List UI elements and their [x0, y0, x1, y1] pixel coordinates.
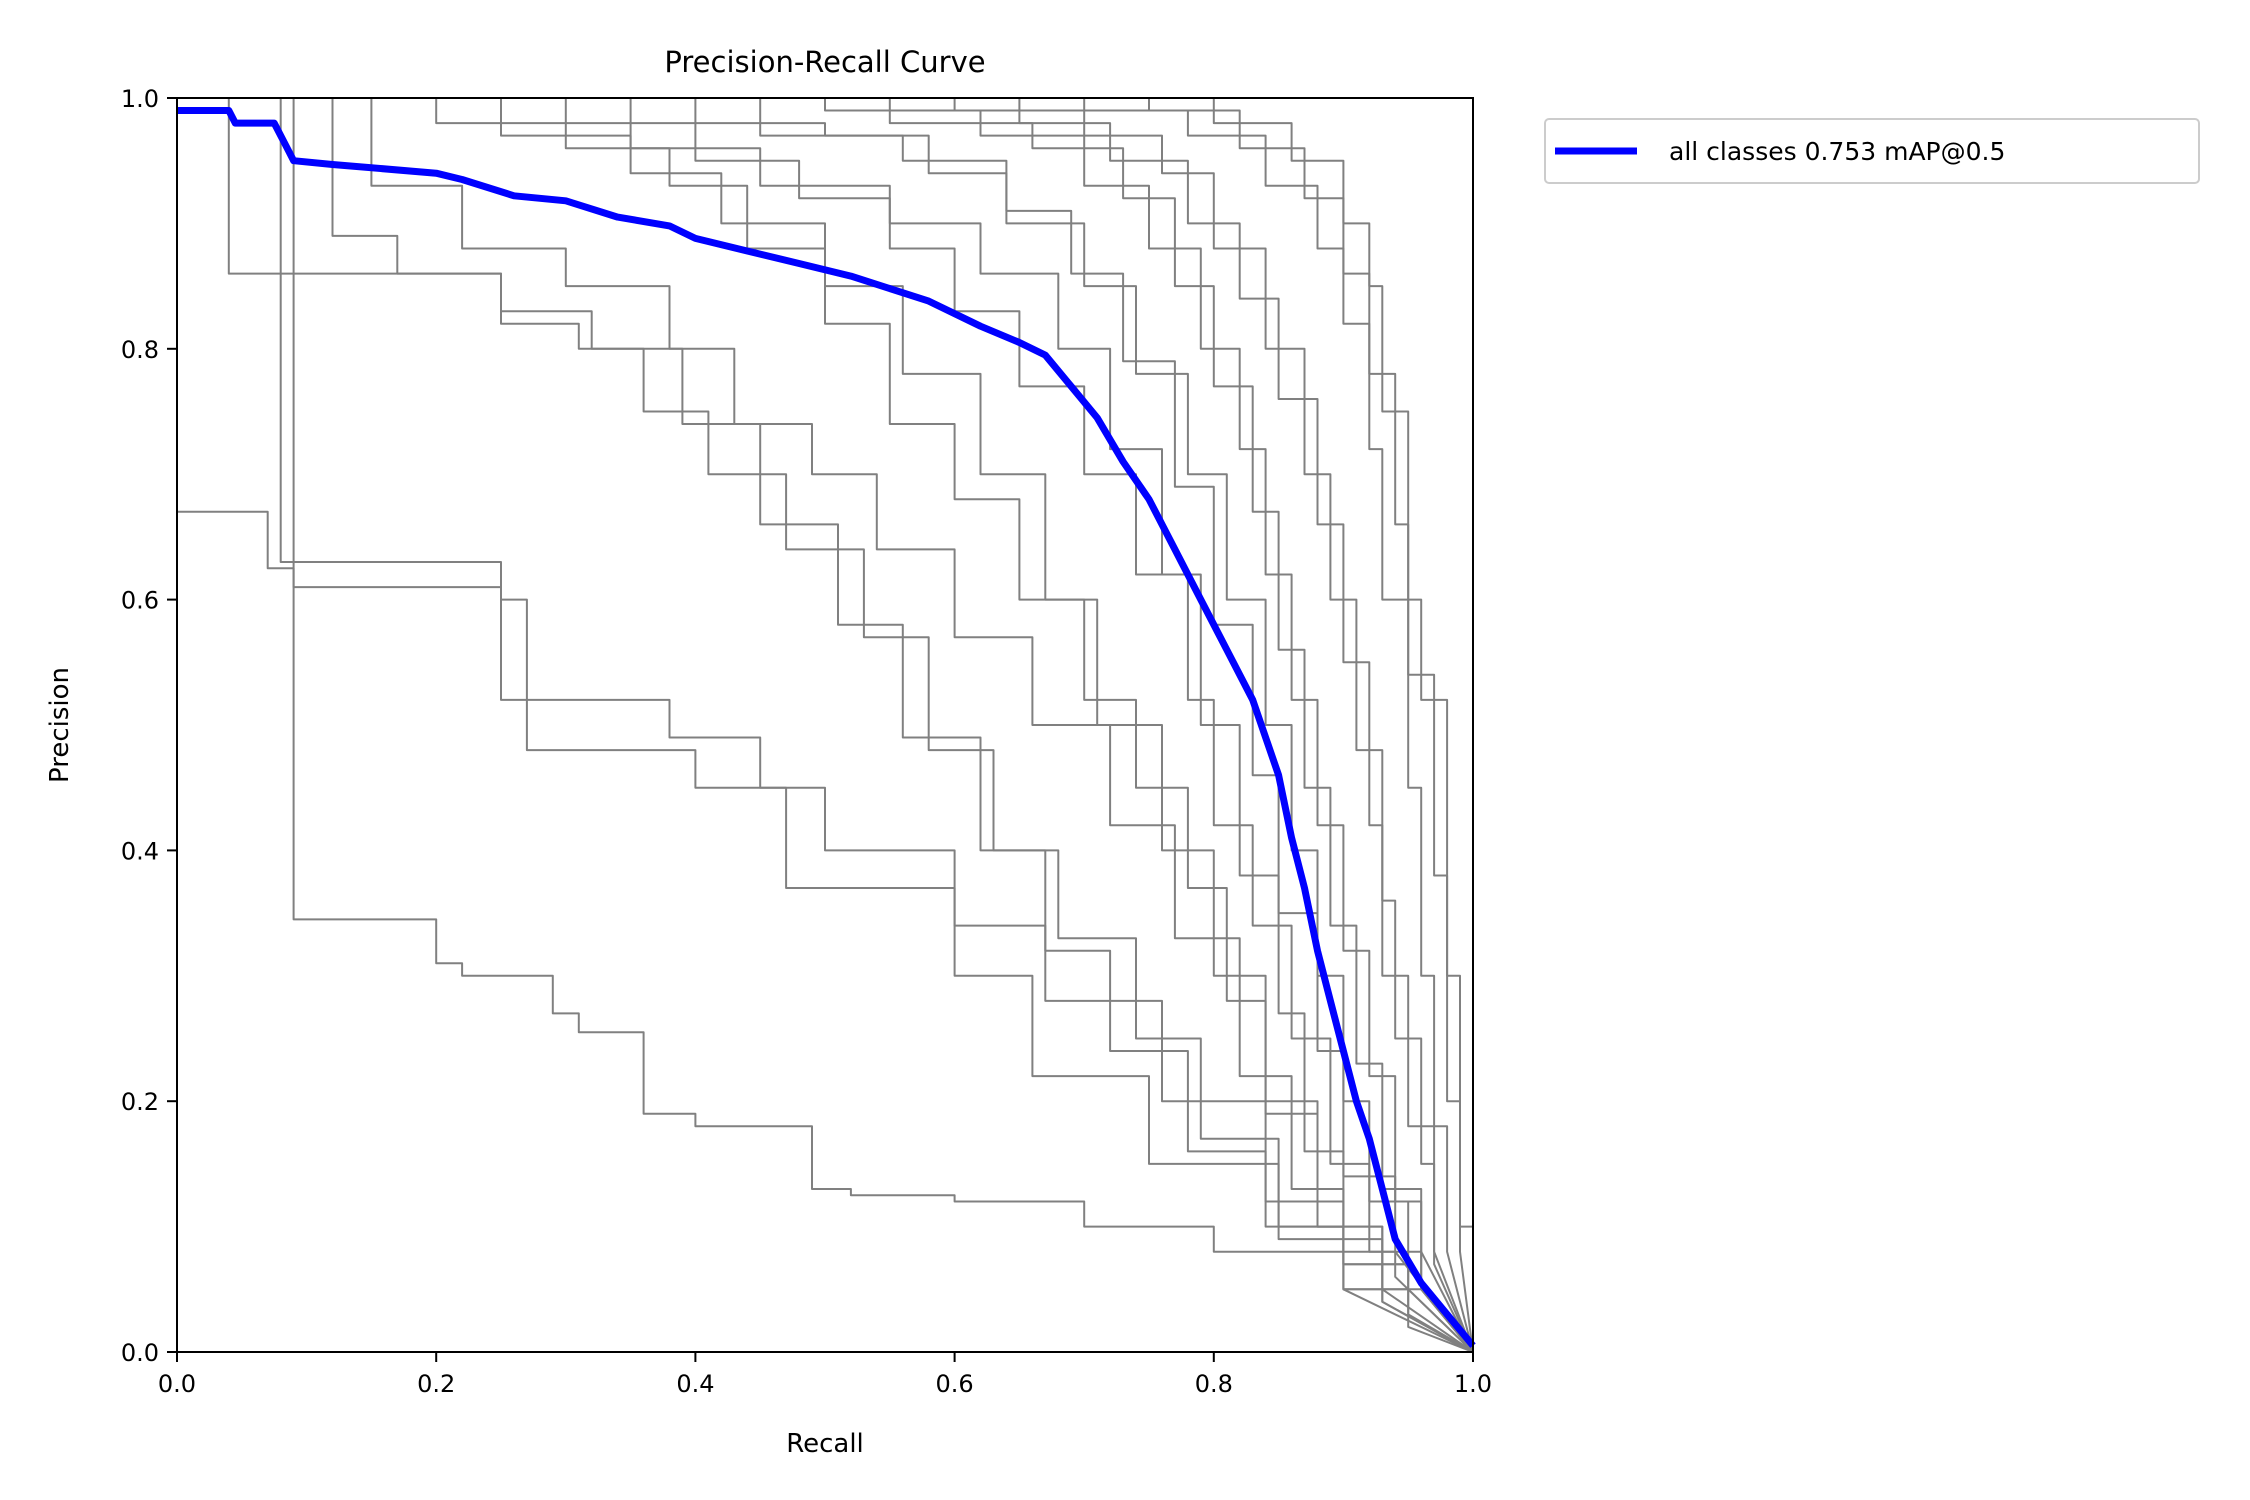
x-axis: 0.0 0.2 0.4 0.6 0.8 1.0 [158, 1352, 1492, 1398]
class-curve-6 [177, 97, 1474, 1353]
x-tick-label: 0.8 [1195, 1370, 1233, 1398]
class-curve-16 [177, 97, 1474, 1353]
x-tick-label: 1.0 [1454, 1370, 1492, 1398]
x-tick-label: 0.0 [158, 1370, 196, 1398]
class-curve-14 [177, 97, 1474, 1353]
curves-layer [177, 97, 1476, 1353]
x-tick-label: 0.6 [936, 1370, 974, 1398]
legend: all classes 0.753 mAP@0.5 [1544, 118, 2200, 184]
y-tick-label: 0.8 [121, 336, 159, 364]
plot-frame [176, 97, 1474, 1353]
y-axis: 0.0 0.2 0.4 0.6 0.8 1.0 [121, 85, 177, 1367]
class-curve-15 [177, 97, 1474, 1353]
legend-box [1544, 118, 2200, 184]
class-curve-5 [177, 97, 1474, 1353]
chart-title: Precision-Recall Curve [664, 45, 985, 79]
class-curve-8 [177, 97, 1474, 1353]
x-tick-label: 0.2 [417, 1370, 455, 1398]
class-curve-18 [177, 97, 1474, 1353]
class-curve-2 [177, 97, 1474, 1353]
x-tick-label: 0.4 [676, 1370, 714, 1398]
y-tick-label: 0.4 [121, 837, 159, 865]
class-curve-19 [177, 97, 1474, 1353]
class-curve-17 [177, 97, 1474, 1353]
class-curve-13 [177, 97, 1474, 1352]
y-tick-label: 0.6 [121, 587, 159, 615]
y-tick-label: 0.0 [121, 1339, 159, 1367]
y-tick-label: 0.2 [121, 1088, 159, 1116]
legend-label-all-classes: all classes 0.753 mAP@0.5 [1669, 137, 2005, 166]
x-axis-label: Recall [786, 1429, 864, 1459]
class-curve-4 [177, 97, 1474, 1353]
curve-all-classes [177, 107, 1476, 1348]
y-tick-label: 1.0 [121, 85, 159, 113]
y-axis-label: Precision [45, 667, 75, 783]
class-curve-9 [177, 97, 1474, 1353]
class-curve-12 [177, 97, 1474, 1353]
